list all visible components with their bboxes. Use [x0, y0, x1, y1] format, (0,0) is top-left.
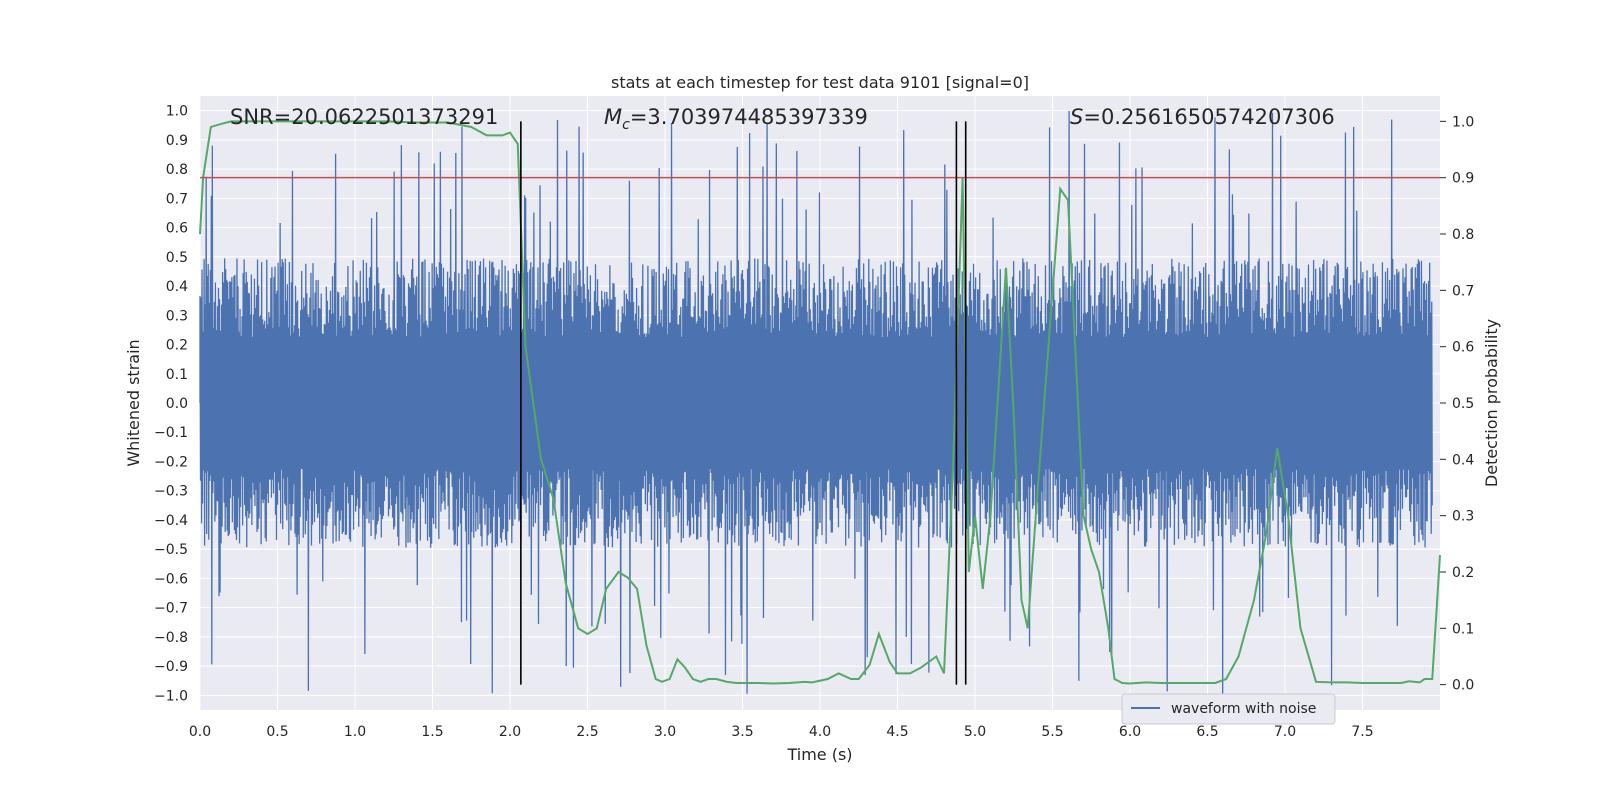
- spin-value: =0.2561650574207306: [1083, 105, 1334, 129]
- y-tick-label-4: 0.6: [166, 221, 188, 237]
- y-tick-label-5: 0.5: [166, 250, 188, 266]
- x-tick-label-9: 4.5: [886, 724, 908, 740]
- x-tick-label-6: 3.0: [654, 724, 676, 740]
- x-tick-label-14: 7.0: [1274, 724, 1296, 740]
- x-tick-label-1: 0.5: [266, 724, 288, 740]
- y-tick-label-17: −0.7: [154, 601, 188, 617]
- y-axis-label: Whitened strain: [124, 339, 143, 466]
- y2-tick-label-1: 0.9: [1452, 171, 1474, 187]
- spin-annotation: S=0.2561650574207306: [1070, 105, 1335, 129]
- y2-tick-label-2: 0.8: [1452, 227, 1474, 243]
- waveform-trace: [199, 111, 1433, 696]
- chirp-mass-symbol: M: [604, 105, 622, 129]
- y-tick-label-7: 0.3: [166, 308, 188, 324]
- y-tick-label-19: −0.9: [154, 659, 188, 675]
- y2-tick-label-6: 0.4: [1452, 452, 1474, 468]
- y2-tick-label-0: 1.0: [1452, 114, 1474, 130]
- y-tick-label-0: 1.0: [166, 104, 188, 120]
- y-tick-label-11: −0.1: [154, 425, 188, 441]
- y-axis-ticks: 1.0 0.9 0.8 0.7 0.6 0.5 0.4 0.3 0.2 0.1 0.0 −0.1 −0.…: [154, 104, 188, 705]
- y-tick-label-16: −0.6: [154, 571, 188, 587]
- x-tick-label-5: 2.5: [576, 724, 598, 740]
- y2-tick-label-5: 0.5: [1452, 396, 1474, 412]
- x-tick-label-0: 0.0: [189, 724, 211, 740]
- y-tick-label-9: 0.1: [166, 367, 188, 383]
- y2-tick-label-8: 0.2: [1452, 565, 1474, 581]
- series-waveform-with-noise: [199, 111, 1433, 696]
- x-tick-label-13: 6.5: [1196, 724, 1218, 740]
- detection-probability-line: [199, 120, 1441, 685]
- y-tick-label-18: −0.8: [154, 630, 188, 646]
- snr-annotation: SNR=20.0622501373291: [230, 105, 498, 129]
- x-tick-label-15: 7.5: [1351, 724, 1373, 740]
- chirp-mass-annotation: Mc=3.703974485397339: [604, 105, 868, 133]
- x-tick-label-11: 5.5: [1041, 724, 1063, 740]
- y-tick-label-13: −0.3: [154, 484, 188, 500]
- y-tick-label-20: −1.0: [154, 688, 188, 704]
- x-axis-ticks: 0.0 0.5 1.0 1.5 2.0 2.5 3.0 3.5 4.0 4.5 5.0 5.5 6.0 6…: [189, 724, 1374, 740]
- x-tick-label-12: 6.0: [1119, 724, 1141, 740]
- y-tick-label-1: 0.9: [166, 133, 188, 149]
- y-tick-label-14: −0.4: [154, 513, 188, 529]
- y2-tick-label-3: 0.7: [1452, 283, 1474, 299]
- spin-symbol: S: [1070, 105, 1083, 129]
- series-detection-probability: [199, 120, 1441, 685]
- x-axis-label: Time (s): [786, 745, 852, 764]
- x-tick-label-10: 5.0: [964, 724, 986, 740]
- y-tick-label-2: 0.8: [166, 162, 188, 178]
- x-tick-label-8: 4.0: [809, 724, 831, 740]
- chirp-mass-value: =3.703974485397339: [630, 105, 868, 129]
- y2-axis-label: Detection probability: [1482, 319, 1501, 487]
- y-tick-label-6: 0.4: [166, 279, 188, 295]
- y-tick-label-10: 0.0: [166, 396, 188, 412]
- y-tick-label-3: 0.7: [166, 191, 188, 207]
- x-tick-label-4: 2.0: [499, 724, 521, 740]
- reference-lines: [200, 121, 1440, 685]
- y2-tick-label-9: 0.1: [1452, 621, 1474, 637]
- y-tick-label-15: −0.5: [154, 542, 188, 558]
- y-tick-label-12: −0.2: [154, 454, 188, 470]
- x-tick-label-3: 1.5: [421, 724, 443, 740]
- legend: waveform with noise: [1121, 693, 1336, 725]
- y2-tick-label-10: 0.0: [1452, 678, 1474, 694]
- y2-axis-ticks: 1.0 0.9 0.8 0.7 0.6 0.5 0.4 0.3 0.2 0.1 0.0: [1440, 114, 1474, 694]
- y2-tick-label-7: 0.3: [1452, 509, 1474, 525]
- x-tick-label-2: 1.0: [344, 724, 366, 740]
- x-tick-label-7: 3.5: [731, 724, 753, 740]
- y-tick-label-8: 0.2: [166, 338, 188, 354]
- chart-title: stats at each timestep for test data 910…: [611, 73, 1029, 92]
- legend-box: [1121, 693, 1336, 725]
- y2-tick-label-4: 0.6: [1452, 340, 1474, 356]
- chirp-mass-subscript: c: [622, 117, 630, 133]
- legend-label: waveform with noise: [1171, 701, 1316, 717]
